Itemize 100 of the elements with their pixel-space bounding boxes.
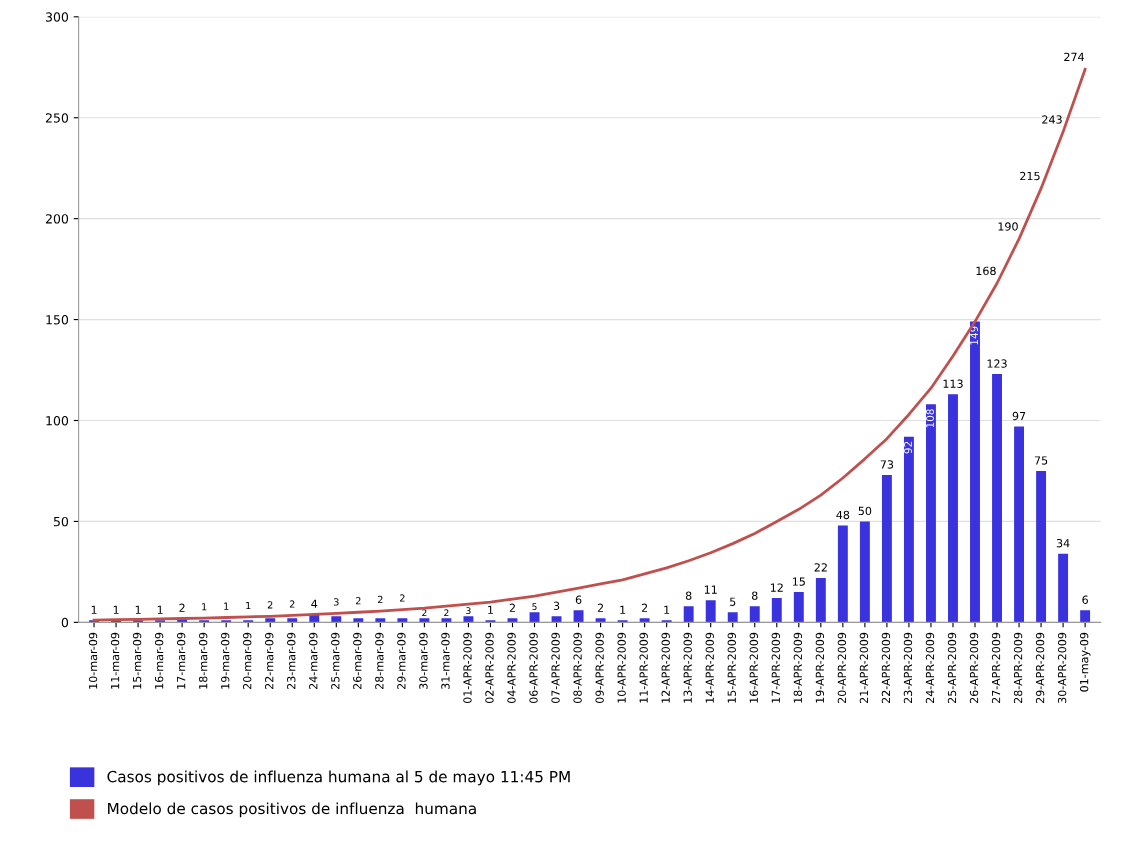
- x-tick-label: 15-mar-09: [132, 632, 142, 689]
- x-tick-label: 16-APR-2009: [749, 632, 758, 703]
- data-label: 8: [685, 591, 692, 600]
- x-tick-label: 15-APR-2009: [727, 632, 736, 703]
- bar: [683, 606, 694, 623]
- data-label: 1: [664, 605, 670, 614]
- data-label: 243: [1042, 115, 1062, 124]
- bar: [507, 618, 518, 623]
- x-tick-label: 17-mar-09: [176, 632, 186, 689]
- bar: [529, 612, 540, 623]
- y-tick-label: 50: [53, 516, 69, 527]
- x-tick-label: 24-mar-09: [309, 632, 318, 690]
- x-tick-label: 04-APR-2009: [507, 632, 516, 704]
- x-tick-label: 08-APR-2009: [573, 632, 582, 704]
- data-label: 5: [532, 603, 537, 611]
- x-tick-label: 26-APR-2009: [969, 632, 979, 704]
- data-label: 15: [792, 577, 805, 586]
- data-label: 274: [1064, 52, 1084, 61]
- bar: [926, 404, 936, 623]
- x-tick-label: 14-APR-2009: [705, 632, 714, 703]
- bar: [551, 616, 562, 623]
- x-tick-label: 25-APR-2009: [947, 632, 957, 704]
- x-tick-label: 07-APR-2009: [551, 632, 560, 704]
- data-label: 1: [202, 603, 207, 611]
- x-tick-label: 18-APR-2009: [793, 632, 803, 703]
- x-tick-label: 10-APR-2009: [617, 632, 626, 703]
- data-label: 1: [91, 605, 97, 614]
- data-label: 1: [246, 602, 251, 610]
- data-label: 108: [926, 409, 934, 428]
- bar: [992, 374, 1002, 623]
- bar: [441, 618, 452, 623]
- bar: [639, 618, 650, 623]
- data-label: 2: [399, 594, 405, 602]
- bar: [331, 616, 342, 623]
- x-tick-label: 11-mar-09: [110, 632, 120, 689]
- x-tick-label: 11-APR-2009: [639, 632, 648, 703]
- data-label: 75: [1034, 456, 1048, 465]
- data-label: 215: [1020, 171, 1040, 181]
- y-tick-label: 250: [45, 113, 69, 123]
- bar: [948, 394, 958, 623]
- data-label: 8: [751, 591, 758, 600]
- x-tick-label: 23-APR-2009: [903, 632, 913, 704]
- x-tick-label: 30-APR-2009: [1057, 632, 1067, 703]
- x-tick-label: 12-APR-2009: [661, 632, 670, 703]
- x-tick-label: 27-APR-2009: [991, 632, 1001, 704]
- data-label: 22: [814, 563, 827, 572]
- data-label: 1: [620, 605, 626, 614]
- bar: [617, 620, 628, 623]
- data-label: 2: [597, 603, 604, 612]
- bar: [970, 321, 980, 623]
- bar: [705, 600, 716, 623]
- x-tick-label: 22-mar-09: [265, 632, 274, 690]
- x-tick-label: 28-APR-2009: [1013, 632, 1023, 704]
- bar: [727, 612, 738, 623]
- x-tick-label: 06-APR-2009: [529, 632, 538, 704]
- bar: [793, 592, 804, 623]
- line-series: [92, 67, 1087, 622]
- x-tick-label: 02-APR-2009: [485, 632, 494, 704]
- x-tick-label: 28-mar-09: [375, 632, 384, 690]
- data-label: 123: [987, 359, 1007, 368]
- data-label: 2: [289, 600, 295, 608]
- x-tick-label: 20-APR-2009: [837, 632, 847, 704]
- y-tick-label: 150: [46, 315, 69, 325]
- data-label: 34: [1056, 538, 1070, 548]
- data-label: 2: [355, 597, 361, 605]
- bar: [243, 620, 254, 623]
- x-tick-label: 16-mar-09: [154, 632, 164, 689]
- bar: [859, 521, 870, 623]
- data-label: 2: [179, 603, 185, 612]
- x-tick-label: 21-APR-2009: [859, 632, 869, 704]
- bar: [749, 606, 760, 623]
- x-tick-label: 31-mar-09: [441, 632, 450, 689]
- x-tick-label: 09-APR-2009: [595, 632, 604, 704]
- data-label: 48: [836, 510, 850, 520]
- data-label: 12: [770, 583, 783, 592]
- data-label: 1: [224, 602, 229, 610]
- x-tick-label: 01-APR-2009: [463, 632, 472, 704]
- data-label: 73: [880, 460, 894, 469]
- data-label: 11: [704, 585, 717, 594]
- bar: [573, 610, 584, 623]
- x-tick-label: 26-mar-09: [353, 632, 362, 690]
- bar: [1058, 553, 1069, 623]
- data-label: 6: [575, 595, 582, 604]
- x-tick-label: 23-mar-09: [287, 632, 296, 690]
- data-label: 168: [976, 266, 996, 276]
- data-label: 2: [267, 601, 273, 609]
- bar: [815, 577, 826, 623]
- bar: [155, 620, 166, 623]
- data-label: 1: [113, 605, 119, 614]
- x-tick-label: 30-mar-09: [419, 632, 428, 689]
- legend-label: Modelo de casos positivos de influenza humana: [108, 802, 476, 818]
- bar: [221, 620, 232, 623]
- data-label: 3: [553, 601, 560, 610]
- y-tick-label: 300: [45, 12, 69, 22]
- data-label: 97: [1012, 411, 1026, 421]
- bar: [1080, 610, 1091, 623]
- bar: [485, 620, 496, 623]
- x-tick-label: 18-mar-09: [198, 632, 208, 689]
- bar: [661, 620, 672, 623]
- data-label: 190: [998, 222, 1018, 231]
